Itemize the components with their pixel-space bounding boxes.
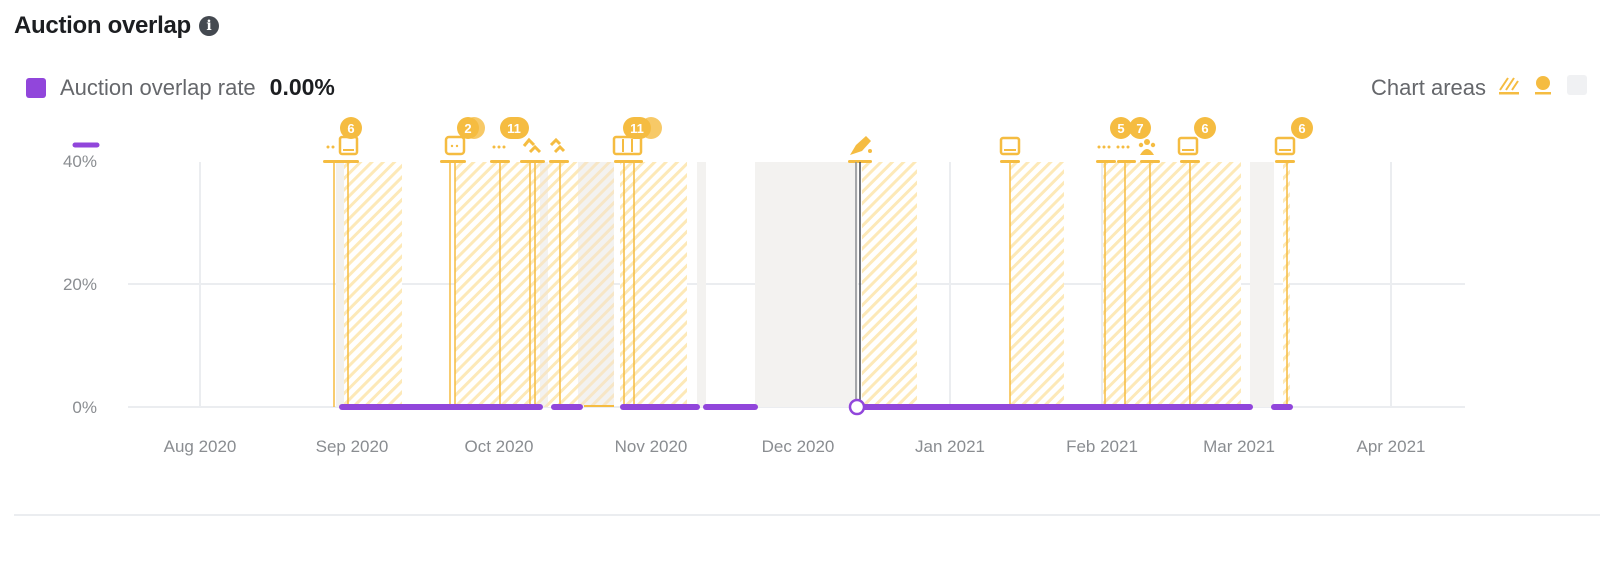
svg-text:6: 6 [347,121,354,136]
chart-plot[interactable]: 6 2 11 11 5 7 6 6 [0,0,1600,500]
x-tick-mar-2021: Mar 2021 [1203,437,1275,456]
count-badges[interactable]: 6 2 11 11 5 7 6 6 [340,117,1313,139]
hatched-area-icon[interactable] [1498,74,1520,101]
dots-icon[interactable] [1097,145,1130,149]
gray-area-icon[interactable] [1566,74,1588,101]
refresh-icon[interactable] [522,137,542,154]
info-icon[interactable]: i [198,16,219,36]
dots-icon[interactable] [492,145,506,149]
hover-point[interactable] [848,398,866,416]
x-tick-oct-2020: Oct 2020 [464,437,534,456]
x-tick-apr-2021: Apr 2021 [1356,437,1426,456]
x-tick-jan-2021: Jan 2021 [915,437,985,456]
annotation-bars [323,160,1295,163]
chart-areas-legend: Chart areas [1371,74,1600,101]
chart-title: Auction overlap i [14,12,219,40]
dots-icon[interactable] [326,145,335,149]
laptop-icon[interactable] [612,135,643,156]
svg-text:6: 6 [1201,121,1208,136]
x-tick-dec-2020: Dec 2020 [761,437,835,456]
series-swatch [26,77,46,98]
laptop-icon[interactable] [338,135,359,156]
refresh-icon[interactable] [549,137,566,154]
series-legend[interactable]: Auction overlap rate 0.00% [26,74,335,101]
laptop-icon[interactable] [1177,136,1199,156]
x-tick-aug-2020: Aug 2020 [163,437,237,456]
svg-text:7: 7 [1136,121,1143,136]
series-label: Auction overlap rate [60,74,256,100]
selected-date-marker[interactable] [855,162,861,407]
x-tick-feb-2021: Feb 2021 [1066,437,1138,456]
y-tick-0: 0% [72,398,97,417]
svg-text:11: 11 [507,121,521,136]
section-divider [14,514,1600,516]
laptop-icon[interactable] [1274,136,1296,156]
svg-text:5: 5 [1117,121,1124,136]
people-icon[interactable] [1138,139,1156,155]
title-text: Auction overlap [14,12,191,39]
tablet-icon[interactable] [444,135,466,156]
svg-text:2: 2 [464,121,471,136]
x-tick-nov-2020: Nov 2020 [614,437,688,456]
annotation-lines [333,162,1288,407]
x-tick-sep-2020: Sep 2020 [315,437,389,456]
event-marker-icon[interactable] [1532,74,1554,101]
edit-icon[interactable] [850,136,872,155]
svg-text:11: 11 [630,121,644,136]
svg-text:6: 6 [1298,121,1305,136]
chart-areas-label: Chart areas [1371,74,1486,100]
y-tick-40: 40% [62,152,97,171]
y-tick-20: 20% [62,275,97,294]
laptop-icon[interactable] [999,136,1021,156]
series-value: 0.00% [269,74,335,100]
